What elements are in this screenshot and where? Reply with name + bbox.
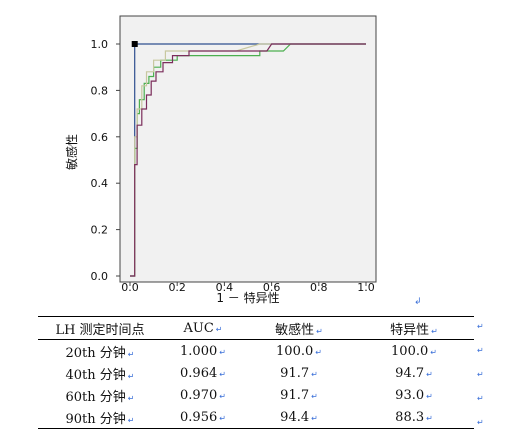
y-tick-label: 1.0 [91, 38, 109, 51]
time-point-cell: 60th 分钟 ↵ [65, 389, 135, 405]
roc-chart: 0.0 0.2 0.4 0.6 0.8 1.0 0.0 0.2 0.4 0.6 0.8 1.0 敏感… [64, 15, 377, 305]
row-end-mark: ↵ [477, 346, 484, 355]
y-tick-label: 0.0 [91, 270, 109, 283]
sensitivity-cell: 94.4 ↵ [244, 406, 354, 429]
x-tick-label: 0.4 [216, 281, 234, 294]
auc-cell: 0.970 ↵ [180, 387, 226, 403]
sensitivity-cell: 91.7 ↵ [280, 387, 318, 403]
roc-results-table: LH 测定时间点 AUC ↵ 敏感性 ↵ 特异性 ↵ 20th 分钟 ↵ 1.000 ↵ 10… [38, 316, 474, 429]
table-row: 20th 分钟 ↵ 1.000 ↵ 100.0 ↵ 100.0 ↵ [38, 340, 474, 363]
y-axis-label: 敏感性 [64, 134, 79, 170]
auc-cell: 1.000 ↵ [180, 343, 226, 359]
roc-curves [130, 41, 366, 277]
roc-curve-4 [130, 43, 366, 277]
x-tick-label: 0.8 [310, 281, 328, 294]
optimal-cutoff-marker [131, 41, 138, 47]
table-header-row: LH 测定时间点 AUC ↵ 敏感性 ↵ 特异性 ↵ [38, 316, 474, 340]
time-point-cell: 20th 分钟 ↵ [65, 345, 135, 361]
table-row: 60th 分钟 ↵ 0.970 ↵ 91.7 ↵ 93.0 ↵ [38, 384, 474, 406]
y-tick-label: 0.2 [91, 224, 109, 237]
x-tick-label: 0.6 [263, 281, 281, 294]
time-point-cell: 40th 分钟 ↵ [65, 367, 135, 383]
time-point-cell: 90th 分钟 ↵ [38, 406, 162, 429]
y-axis-ticks: 0.0 0.2 0.4 0.6 0.8 1.0 [91, 38, 120, 283]
header-auc: AUC ↵ [162, 316, 244, 340]
x-tick-label: 1.0 [357, 281, 375, 294]
y-tick-label: 0.8 [91, 84, 109, 97]
x-axis-label: 1 － 特异性 [216, 290, 279, 305]
specificity-cell: 94.7 ↵ [395, 365, 433, 381]
specificity-cell: 93.0 ↵ [395, 387, 433, 403]
header-specificity: 特异性 ↵ [354, 316, 474, 340]
table-row: 40th 分钟 ↵ 0.964 ↵ 91.7 ↵ 94.7 ↵ [38, 362, 474, 384]
y-tick-label: 0.4 [91, 177, 109, 190]
row-end-mark: ↵ [477, 394, 484, 403]
auc-cell: 0.964 ↵ [180, 365, 226, 381]
header-time-point: LH 测定时间点 [38, 316, 162, 340]
auc-cell: 0.956 ↵ [162, 406, 244, 429]
y-tick-label: 0.6 [91, 131, 109, 144]
specificity-cell: 100.0 ↵ [391, 343, 437, 359]
header-sensitivity: 敏感性 ↵ [244, 316, 354, 340]
sensitivity-cell: 91.7 ↵ [280, 365, 318, 381]
row-end-mark: ↵ [477, 322, 484, 331]
table-row: 90th 分钟 ↵ 0.956 ↵ 94.4 ↵ 88.3 ↵ [38, 406, 474, 429]
row-end-mark: ↵ [477, 370, 484, 379]
return-mark: ↲ [414, 297, 422, 307]
row-end-mark: ↵ [477, 418, 484, 427]
x-tick-label: 0.0 [121, 281, 139, 294]
sensitivity-cell: 100.0 ↵ [276, 343, 322, 359]
specificity-cell: 88.3 ↵ [354, 406, 474, 429]
x-tick-label: 0.2 [168, 281, 186, 294]
x-axis-ticks: 0.0 0.2 0.4 0.6 0.8 1.0 [121, 281, 375, 294]
